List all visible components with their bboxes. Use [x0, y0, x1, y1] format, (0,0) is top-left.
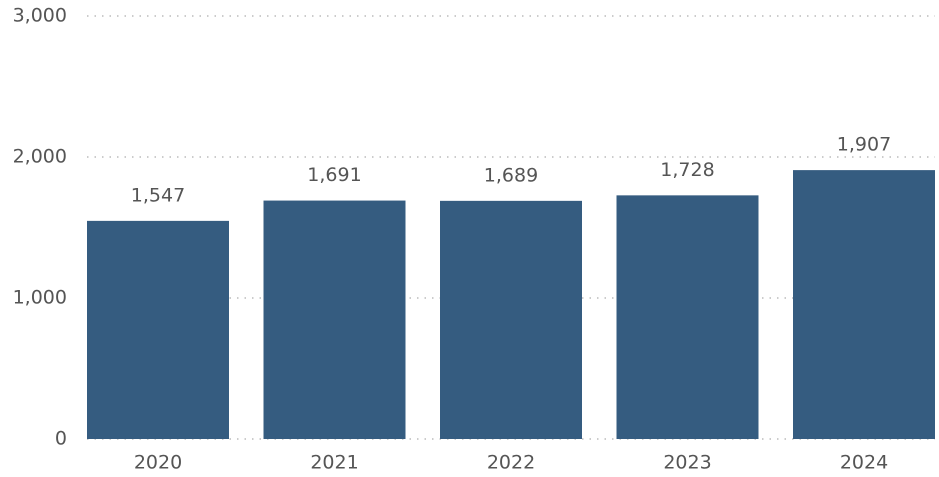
value-label: 1,689 — [484, 164, 538, 186]
x-tick-label: 2023 — [663, 452, 711, 474]
x-tick-label: 2024 — [840, 452, 888, 474]
value-label: 1,728 — [660, 159, 714, 181]
bar — [793, 170, 935, 439]
value-label: 1,907 — [837, 134, 891, 156]
bar — [87, 220, 229, 439]
value-label: 1,547 — [131, 184, 185, 206]
x-tick-label: 2021 — [310, 452, 358, 474]
y-tick-label: 2,000 — [13, 146, 67, 168]
y-tick-label: 3,000 — [13, 5, 67, 27]
bar — [263, 200, 406, 439]
bar — [440, 200, 582, 439]
value-label: 1,691 — [307, 164, 361, 186]
y-tick-label: 0 — [55, 428, 67, 450]
bar — [616, 195, 759, 439]
x-tick-label: 2022 — [487, 452, 535, 474]
y-tick-label: 1,000 — [13, 287, 67, 309]
x-tick-label: 2020 — [134, 452, 182, 474]
